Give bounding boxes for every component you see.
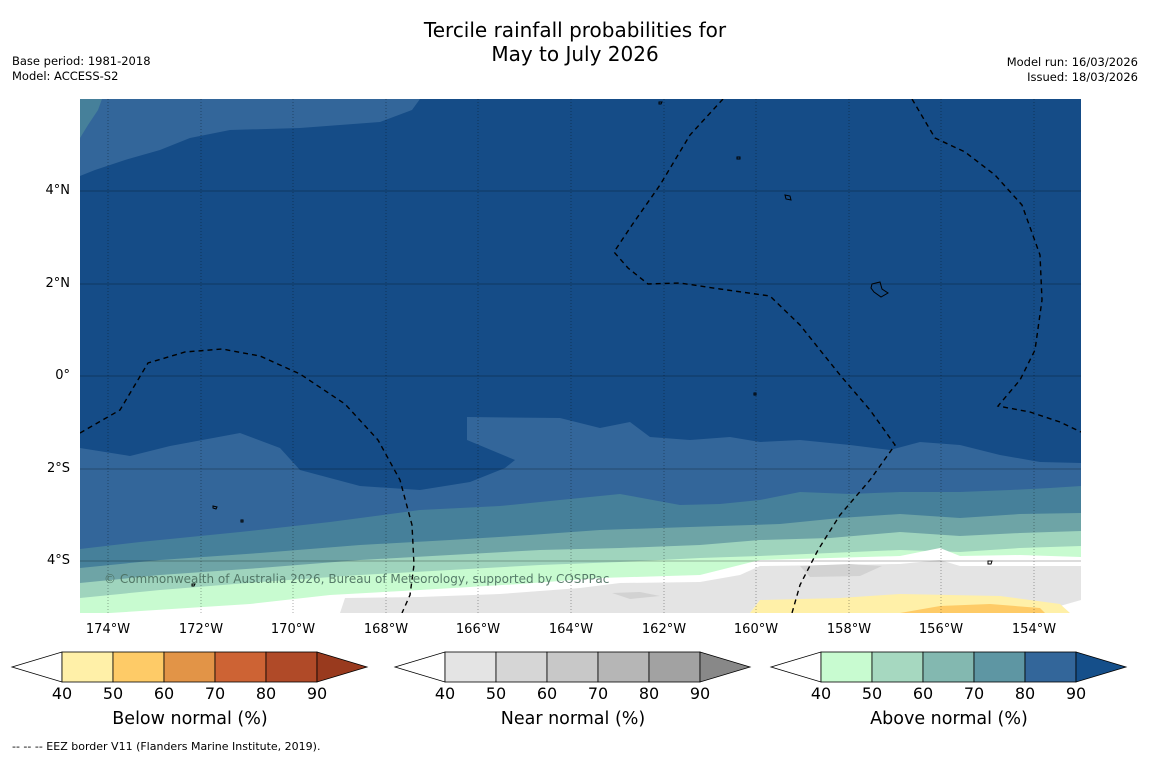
lat-label-4n: 4°N [45,183,71,198]
colorbar-below-normal [10,651,369,683]
lon-label-174w: 174°W [85,622,131,637]
eez-border-east [911,99,1081,433]
island-teraina [736,156,741,160]
above-colorbar-segment [973,651,1026,683]
near-colorbar-segment [495,651,548,683]
near-colorbar-min-extension [393,651,446,683]
near-colorbar-tick: 90 [689,684,711,703]
below-colorbar-segment [265,651,318,683]
lat-label-0: 0° [55,368,70,383]
lon-label-172w: 172°W [178,622,224,637]
below-colorbar-tick: 90 [306,684,328,703]
island-kiritimati [870,281,889,298]
lon-label-160w: 160°W [733,622,779,637]
near-colorbar-tick: 80 [638,684,660,703]
island-north-a [658,101,663,105]
near-normal-50-region [612,564,882,599]
below-normal-50-region [900,604,1045,613]
below-colorbar-tick: 50 [102,684,124,703]
meta-right: Model run: 16/03/2026 Issued: 18/03/2026 [1007,55,1138,85]
below-colorbar-max-extension [316,651,369,683]
near-normal-40-region [340,560,1081,613]
below-colorbar-tick: 60 [153,684,175,703]
eez-borders [80,99,1081,613]
island-phoenix-a [212,505,218,510]
below-colorbar-tick: 80 [255,684,277,703]
above-colorbar-tick: 90 [1065,684,1087,703]
lon-label-162w: 162°W [641,622,687,637]
model-run: Model run: 16/03/2026 [1006,55,1138,69]
base-period: Base period: 1981-2018 [12,54,151,68]
above-70-pocket [654,446,668,467]
island-jarvis [753,392,757,396]
near-colorbar-tick: 50 [485,684,507,703]
lat-label-4s: 4°S [46,553,70,568]
above-colorbar-tick: 60 [912,684,934,703]
probability-field [80,99,1081,613]
island-phoenix-c [191,583,196,587]
near-colorbar-max-extension [699,651,752,683]
lat-label-2n: 2°N [45,276,71,291]
map-title: Tercile rainfall probabilities for May t… [0,18,1150,66]
near-colorbar-segment [546,651,599,683]
near-colorbar-tick: 40 [434,684,456,703]
colorbar-near-label: Near normal (%) [500,709,646,729]
issued-date: Issued: 18/03/2026 [1027,70,1138,84]
below-colorbar-segment [214,651,267,683]
colorbar-below-label: Below normal (%) [112,709,268,729]
island-malden [987,560,993,565]
below-colorbar-min-extension [10,651,63,683]
model-name: Model: ACCESS-S2 [12,69,119,83]
title-line-2: May to July 2026 [491,42,659,66]
lon-label-164w: 164°W [548,622,594,637]
below-colorbar-segment [163,651,216,683]
lon-label-166w: 166°W [455,622,501,637]
above-colorbar-tick: 70 [963,684,985,703]
meta-left: Base period: 1981-2018 Model: ACCESS-S2 [12,54,151,84]
lat-label-2s: 2°S [46,461,70,476]
above-colorbar-segment [820,651,873,683]
lon-label-154w: 154°W [1011,622,1057,637]
eez-border-central [613,99,896,613]
islands [191,101,993,587]
colorbar-near-normal [393,651,752,683]
near-colorbar-tick: 60 [536,684,558,703]
lon-label-170w: 170°W [270,622,316,637]
below-colorbar-tick: 40 [51,684,73,703]
lon-label-156w: 156°W [918,622,964,637]
below-colorbar-segment [112,651,165,683]
island-tabuaeran [784,194,792,201]
colorbar-above-label: Above normal (%) [870,709,1028,729]
below-colorbar-tick: 70 [204,684,226,703]
near-colorbar-segment [648,651,701,683]
above-colorbar-tick: 40 [810,684,832,703]
island-phoenix-b [240,519,244,523]
below-colorbar-segment [61,651,114,683]
near-colorbar-tick: 70 [587,684,609,703]
eez-border-west [80,348,415,613]
near-colorbar-segment [597,651,650,683]
above-colorbar-tick: 50 [861,684,883,703]
above-colorbar-segment [871,651,924,683]
lon-label-168w: 168°W [363,622,409,637]
above-colorbar-tick: 80 [1014,684,1036,703]
colorbar-above-normal [769,651,1128,683]
eez-footnote: -- -- -- EEZ border V11 (Flanders Marine… [12,740,321,753]
above-70-region-north [80,99,420,176]
near-colorbar-segment [444,651,497,683]
above-colorbar-min-extension [769,651,822,683]
latitude-gridlines [80,190,1081,562]
title-line-1: Tercile rainfall probabilities for [423,18,727,42]
above-colorbar-segment [1024,651,1077,683]
above-colorbar-segment [922,651,975,683]
lon-label-158w: 158°W [826,622,872,637]
copyright-notice: © Commonwealth of Australia 2026, Bureau… [104,572,610,586]
above-colorbar-max-extension [1075,651,1128,683]
above-60-region-north [80,99,102,138]
